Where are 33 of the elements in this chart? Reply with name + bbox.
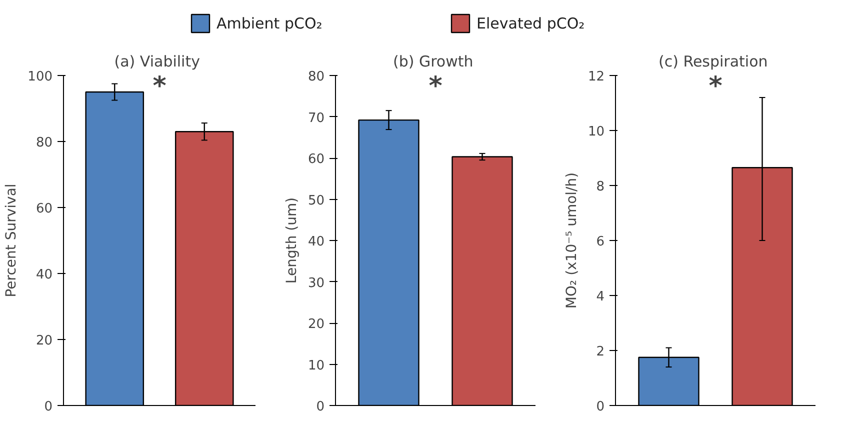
annotation: *: [152, 72, 167, 102]
y-tick-label: 10: [588, 124, 605, 140]
y-tick-label: 60: [36, 202, 53, 216]
y-tick-label: 30: [308, 276, 325, 291]
y-tick-label: 100: [28, 70, 53, 84]
y-tick-label: 8: [596, 180, 605, 194]
legend-label: Elevated pCO₂: [476, 14, 585, 32]
y-tick-label: 12: [588, 70, 605, 84]
y-tick-label: 0: [316, 400, 325, 414]
y-tick-label: 40: [36, 268, 53, 282]
y-axis-title: Length (um): [284, 197, 300, 284]
y-tick-label: 2: [596, 344, 605, 360]
y-tick-label: 4: [596, 290, 605, 304]
legend-label: Ambient pCO₂: [216, 14, 322, 32]
annotation: *: [708, 72, 723, 102]
y-tick-label: 0: [596, 400, 605, 414]
chart-title: (c) Respiration: [658, 52, 768, 70]
y-tick-label: 20: [36, 334, 53, 348]
chart-title: (a) Viability: [114, 52, 200, 70]
y-tick-label: 80: [36, 136, 53, 150]
y-axis-title: Percent Survival: [4, 184, 20, 298]
y-tick-label: 80: [308, 70, 325, 84]
y-tick-label: 60: [308, 152, 325, 167]
chart-title: (b) Growth: [392, 52, 474, 70]
y-tick-label: 40: [308, 234, 325, 250]
y-tick-label: 50: [308, 193, 325, 208]
annotation: *: [428, 72, 443, 102]
y-tick-label: 0: [44, 400, 53, 414]
y-tick-label: 20: [308, 317, 325, 332]
y-tick-label: 10: [308, 358, 325, 374]
y-axis-title: MO₂ (x10⁻⁵ umol/h): [564, 172, 580, 309]
y-tick-label: 6: [596, 234, 605, 250]
y-tick-label: 70: [308, 110, 325, 126]
